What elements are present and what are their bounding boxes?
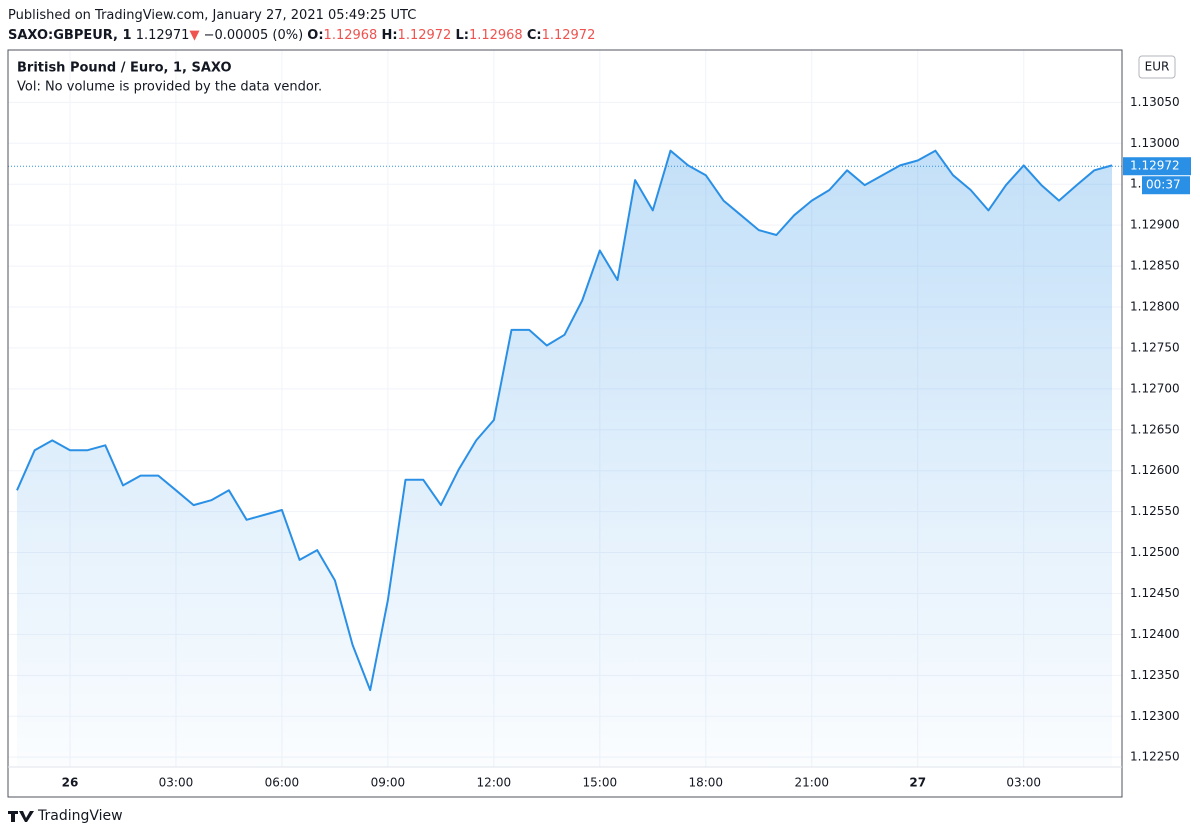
y-tick-label: 1.12750 bbox=[1130, 340, 1180, 354]
label: H: bbox=[381, 28, 398, 43]
y-tick-label: 1.12350 bbox=[1130, 668, 1180, 682]
header: Published on TradingView.com, January 27… bbox=[8, 6, 595, 46]
area-fill bbox=[17, 150, 1112, 767]
countdown-badge bbox=[1142, 176, 1190, 195]
chart-subtitle: Vol: No volume is provided by the data v… bbox=[17, 80, 322, 95]
y-tick-label: 1.12650 bbox=[1130, 422, 1180, 436]
y-tick-label: 1.12900 bbox=[1130, 218, 1180, 232]
x-tick-label: 03:00 bbox=[1006, 776, 1041, 790]
x-tick-label: 15:00 bbox=[583, 776, 618, 790]
x-tick-label: 03:00 bbox=[159, 776, 194, 790]
arrow: ▼ bbox=[189, 28, 200, 43]
x-tick-label: 27 bbox=[909, 776, 926, 790]
y-tick-label: 1.12250 bbox=[1130, 750, 1180, 764]
currency[interactable]: EUR bbox=[1145, 60, 1170, 74]
price: 1.12971 bbox=[135, 28, 190, 43]
y-tick-label: 1.12500 bbox=[1130, 545, 1180, 559]
y-tick-label: 1.12850 bbox=[1130, 259, 1180, 273]
label: C: bbox=[526, 28, 542, 43]
y-tick-label: 1.13050 bbox=[1130, 95, 1180, 109]
low: 1.12968 bbox=[468, 28, 523, 43]
y-tick-label: 1.12800 bbox=[1130, 300, 1180, 314]
price-line bbox=[16, 149, 1113, 692]
y-tick-label: 1.13000 bbox=[1130, 136, 1180, 150]
plot bbox=[8, 149, 1122, 767]
x-tick-label: 21:00 bbox=[794, 776, 829, 790]
label: L: bbox=[455, 28, 469, 43]
published: Published on TradingView.com, January 27… bbox=[8, 8, 417, 23]
y-tick-label: 1.12700 bbox=[1130, 381, 1180, 395]
price-axis: 1.12250 1.12300 1.12350 1.12400 1.12450 1.125… bbox=[1123, 95, 1191, 764]
x-tick-label: 12:00 bbox=[477, 776, 512, 790]
last-price-label: 1.12972 bbox=[1130, 159, 1180, 173]
y-tick-label: 1.12400 bbox=[1130, 627, 1180, 641]
high: 1.12972 bbox=[397, 28, 452, 43]
x-tick-label: 09:00 bbox=[371, 776, 406, 790]
countdown: 00:37 bbox=[1146, 178, 1181, 192]
logo bbox=[8, 811, 34, 822]
label: O: bbox=[307, 28, 324, 43]
footer: TradingView bbox=[8, 808, 123, 824]
brand: TradingView bbox=[38, 808, 123, 824]
symbol: SAXO:GBPEUR, 1 bbox=[8, 28, 132, 43]
y-tick-label: 1.12550 bbox=[1130, 504, 1180, 518]
frame bbox=[7, 49, 1123, 798]
x-tick-label: 06:00 bbox=[265, 776, 300, 790]
quote-line: SAXO:GBPEUR, 1 1.12971▼ −0.00005 (0%) O:… bbox=[8, 26, 595, 46]
y-tick-label: 1.12600 bbox=[1130, 463, 1180, 477]
y-tick-label: 1.12450 bbox=[1130, 586, 1180, 600]
open: 1.12968 bbox=[323, 28, 378, 43]
last-price-badge bbox=[1123, 157, 1191, 176]
close: 1.12972 bbox=[541, 28, 596, 43]
x-tick-label: 18:00 bbox=[688, 776, 723, 790]
currency-button[interactable] bbox=[1138, 55, 1176, 79]
chart-title: British Pound / Euro, 1, SAXO bbox=[17, 61, 232, 76]
y-tick-label: 1.12300 bbox=[1130, 709, 1180, 723]
x-tick-label: 26 bbox=[62, 776, 79, 790]
change: −0.00005 (0%) bbox=[203, 28, 304, 43]
